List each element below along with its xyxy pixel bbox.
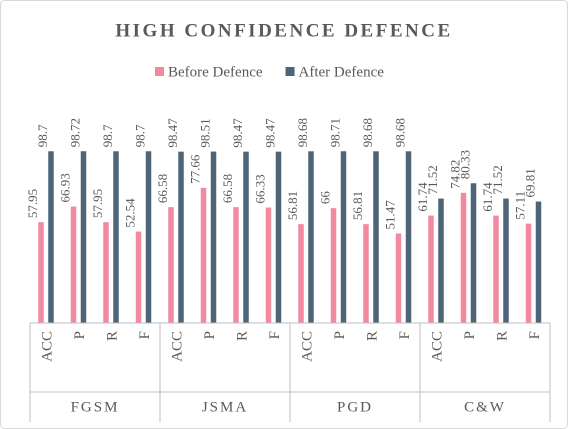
x-tick-label: P: [332, 331, 348, 339]
value-label: 98.47: [165, 118, 180, 148]
bar: [525, 223, 532, 323]
bar: [113, 151, 119, 323]
x-tick-label: F: [137, 331, 153, 339]
group-label: FGSM: [71, 399, 120, 415]
bar: [460, 192, 467, 323]
value-label: 98.7: [133, 124, 148, 147]
bar: [200, 187, 207, 323]
bar: [308, 151, 314, 323]
x-tick-label: ACC: [299, 331, 315, 362]
value-label: 69.81: [523, 168, 538, 197]
bar: [275, 151, 282, 323]
value-label: 66: [318, 191, 333, 205]
x-tick-label: P: [462, 331, 478, 339]
x-tick-label: ACC: [39, 331, 55, 362]
x-tick-label: R: [364, 331, 380, 341]
value-label: 61.74: [480, 182, 495, 212]
bar: [48, 151, 54, 323]
bar: [243, 151, 249, 323]
value-label: 98.68: [360, 118, 375, 147]
value-label: 98.68: [295, 118, 310, 147]
legend-swatch: [155, 67, 164, 76]
value-label: 71.52: [425, 165, 440, 194]
value-label: 66.58: [220, 174, 235, 203]
value-label: 98.7: [100, 124, 115, 147]
value-label: 98.72: [68, 118, 83, 147]
value-label: 57.95: [90, 189, 105, 218]
value-label: 98.71: [328, 118, 343, 147]
value-label: 66.33: [253, 174, 268, 203]
bar: [168, 207, 174, 323]
bar: [298, 224, 304, 323]
value-label: 57.95: [25, 189, 40, 218]
value-label: 98.47: [263, 118, 278, 148]
x-tick-label: P: [202, 331, 218, 339]
bar: [135, 231, 142, 323]
value-label: 66.58: [155, 174, 170, 203]
bar: [438, 198, 444, 323]
bar: [493, 215, 499, 323]
bar: [503, 198, 509, 323]
value-label: 61.74: [415, 182, 430, 212]
x-tick-label: R: [104, 331, 120, 341]
x-tick-label: F: [397, 331, 413, 339]
legend-label: Before Defence: [168, 64, 263, 80]
bar: [373, 151, 379, 323]
value-label: 80.33: [458, 150, 473, 179]
bar: [363, 224, 369, 323]
bar: [428, 215, 434, 323]
bar: [340, 151, 347, 323]
x-tick-label: ACC: [169, 331, 185, 362]
value-label: 56.81: [285, 191, 300, 220]
bar: [470, 183, 477, 323]
legend-label: After Defence: [299, 64, 385, 80]
x-tick-label: ACC: [429, 331, 445, 362]
bar: [233, 207, 239, 323]
bar: [38, 222, 44, 323]
value-label: 77.66: [188, 154, 203, 184]
group-label: C&W: [464, 399, 506, 415]
legend-swatch: [285, 67, 295, 76]
value-label: 98.68: [393, 118, 408, 147]
x-tick-label: P: [72, 331, 88, 339]
bar: [178, 151, 184, 323]
bar: [103, 222, 109, 323]
value-label: 57.11: [513, 191, 528, 220]
bar: [405, 151, 412, 323]
x-tick-label: F: [527, 331, 543, 339]
bar: [80, 151, 87, 323]
value-label: 98.7: [35, 124, 50, 147]
value-label: 51.47: [383, 200, 398, 230]
bar: [535, 201, 542, 323]
value-label: 56.81: [350, 191, 365, 220]
value-label: 52.54: [123, 198, 138, 228]
group-label: PGD: [337, 399, 373, 415]
value-label: 98.47: [230, 118, 245, 148]
x-tick-label: R: [234, 331, 250, 341]
bar: [145, 151, 152, 323]
bar: [210, 151, 217, 323]
x-tick-label: R: [494, 331, 510, 341]
group-label: JSMA: [202, 399, 248, 415]
bar: [395, 233, 402, 323]
value-label: 74.82: [448, 160, 463, 189]
value-label: 98.51: [198, 118, 213, 147]
value-label: 66.93: [58, 173, 73, 202]
x-tick-label: F: [267, 331, 283, 339]
bar: [265, 207, 272, 323]
value-label: 71.52: [490, 165, 505, 194]
bar: [70, 206, 77, 323]
bar: [330, 208, 337, 323]
chart-title: HIGH CONFIDENCE DEFENCE: [115, 20, 452, 41]
